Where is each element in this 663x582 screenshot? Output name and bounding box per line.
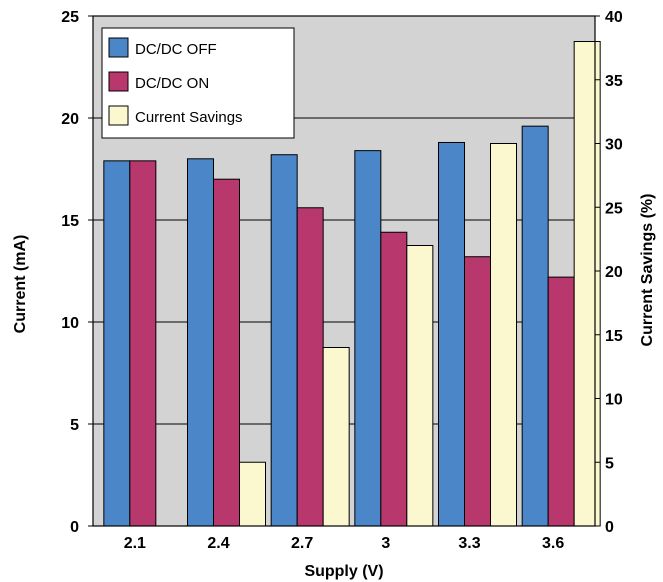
bar-dc-dc-on [213,178,240,527]
right-tick-label: 25 [605,200,623,217]
x-tick-label: 2.7 [291,535,313,552]
right-tick-label: 15 [605,328,623,345]
bar-dc-dc-off [438,141,465,527]
bar-dc-dc-off [270,154,298,527]
bar-dc-dc-off [354,150,382,527]
bar-dc-dc-off [521,125,549,527]
legend-label: DC/DC OFF [135,41,217,58]
x-axis-title: Supply (V) [304,563,383,580]
legend-swatch [108,71,129,92]
left-tick-label: 25 [61,9,79,26]
legend-label: Current Savings [135,109,243,126]
legend-box [101,27,295,139]
right-tick-label: 0 [605,519,614,536]
right-tick-label: 40 [605,9,623,26]
left-tick-label: 15 [61,213,79,230]
legend-swatch [108,37,129,58]
bar-current-savings [406,245,434,527]
bars [103,41,601,527]
bar-dc-dc-off [187,158,214,527]
y-axis-title: Current (mA) [12,235,29,334]
legend-label: DC/DC ON [135,75,209,92]
bar-current-savings [490,143,517,527]
left-tick-label: 20 [61,111,79,128]
bar-dc-dc-on [296,207,324,527]
y2-axis-title: Current Savings (%) [639,194,656,347]
bar-current-savings [239,461,266,527]
bar-current-savings [573,41,601,527]
bar-dc-dc-on [380,231,408,527]
right-tick-label: 5 [605,455,614,472]
left-tick-label: 10 [61,315,79,332]
right-axis-ticks: 0 5 10 15 20 25 30 35 40 [595,9,623,536]
left-tick-label: 0 [70,519,79,536]
x-axis-ticks: 2.1 2.4 2.7 3 3.3 3.6 [124,535,565,552]
right-tick-label: 10 [605,392,623,409]
right-tick-label: 20 [605,264,623,281]
bar-dc-dc-on [547,276,575,527]
bar-dc-dc-off [103,160,131,527]
x-tick-label: 2.1 [124,535,146,552]
right-tick-label: 30 [605,137,623,154]
bar-dc-dc-on [464,256,491,527]
x-tick-label: 3.3 [458,535,480,552]
bar-dc-dc-on [129,160,157,527]
left-axis-ticks: 0 5 10 15 20 25 [61,9,93,536]
bar-current-savings [322,347,350,527]
left-tick-label: 5 [70,417,79,434]
legend-swatch [108,105,129,126]
right-tick-label: 35 [605,73,623,90]
legend: DC/DC OFF DC/DC ON Current Savings [101,27,295,139]
x-tick-label: 3 [381,535,390,552]
x-tick-label: 3.6 [542,535,564,552]
x-tick-label: 2.4 [207,535,229,552]
